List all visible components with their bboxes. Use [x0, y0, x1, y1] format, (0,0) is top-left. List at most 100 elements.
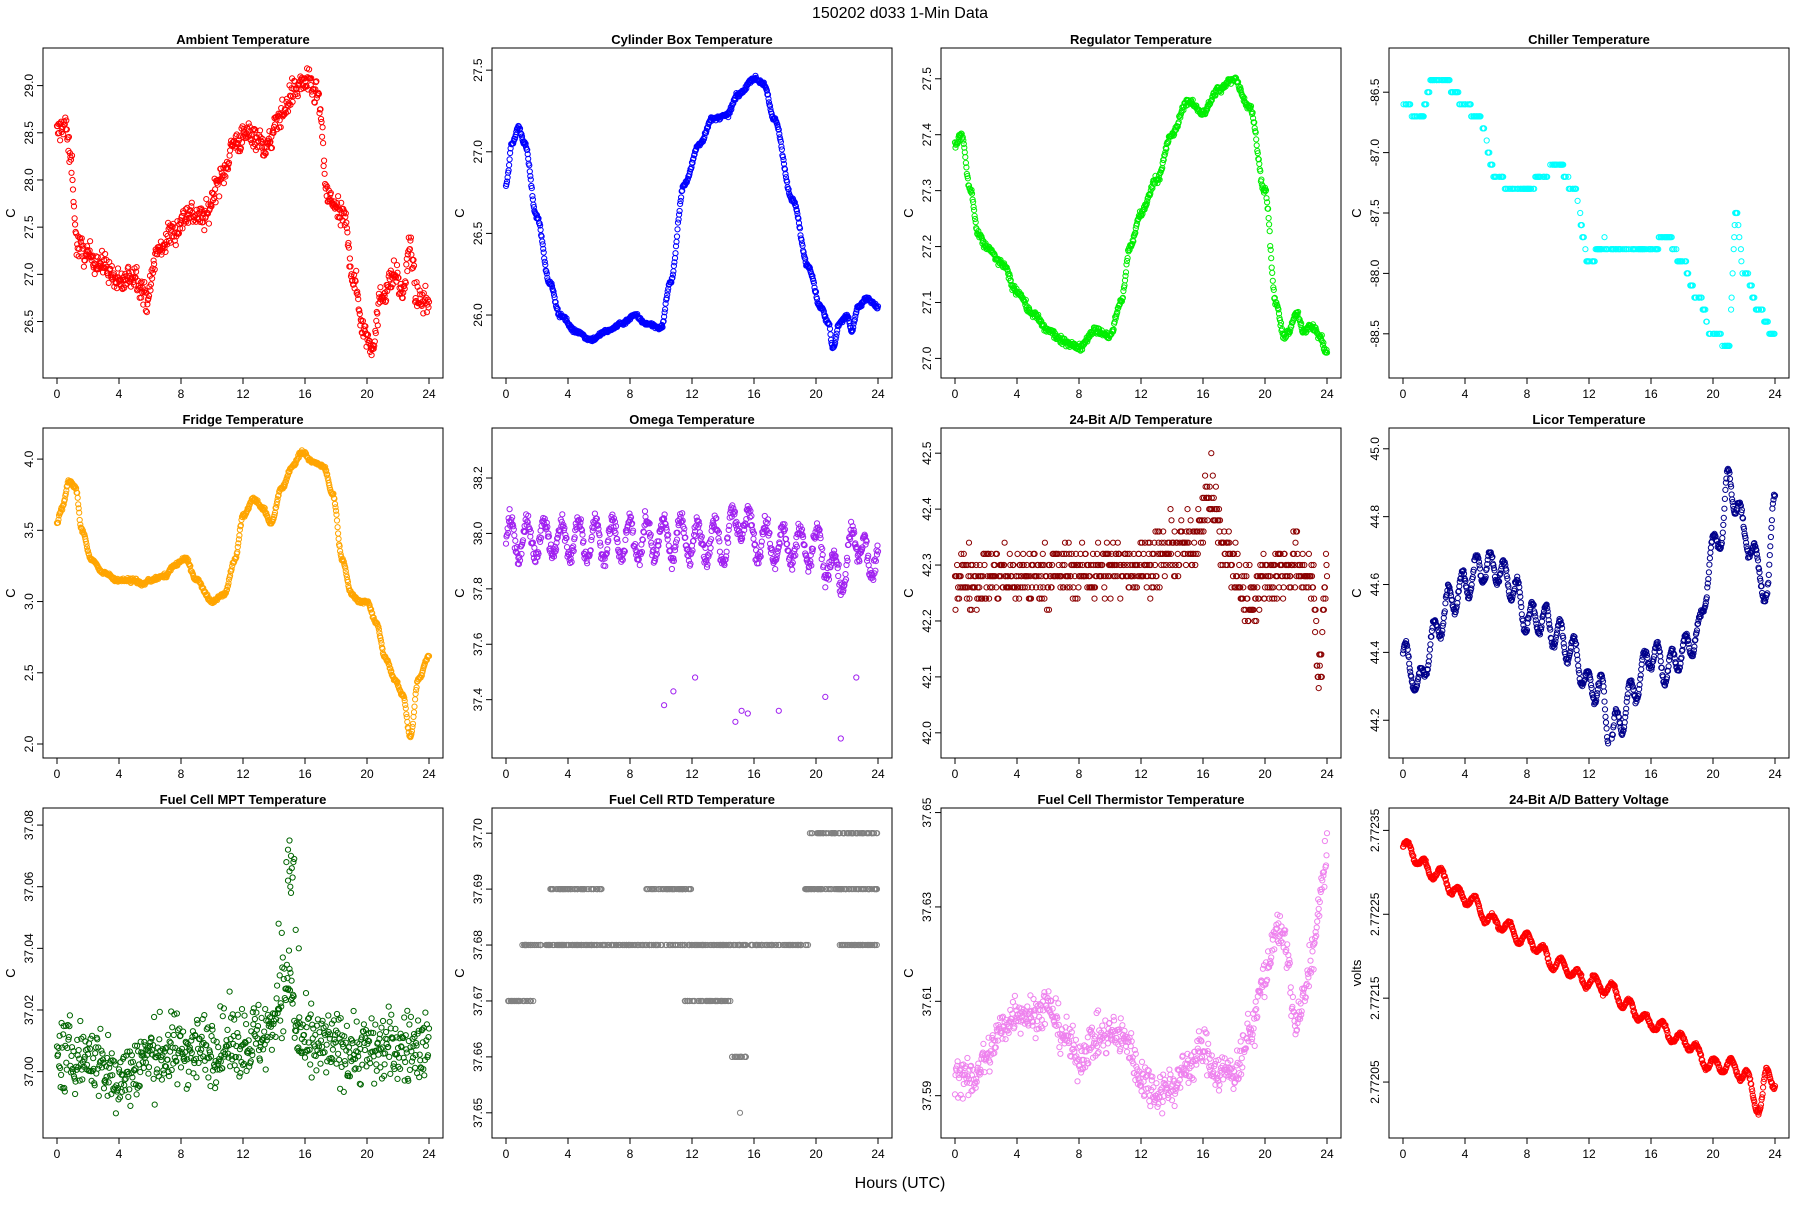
- data-point: [320, 134, 325, 139]
- x-tick-label: 12: [685, 767, 699, 781]
- data-point: [751, 536, 756, 541]
- data-point: [1602, 235, 1607, 240]
- data-point: [1736, 223, 1741, 228]
- panel-title: Omega Temperature: [629, 412, 754, 427]
- data-point: [511, 527, 516, 532]
- x-tick-label: 0: [1400, 387, 1407, 401]
- data-point: [507, 157, 512, 162]
- x-tick-label: 8: [178, 767, 185, 781]
- data-point: [733, 719, 738, 724]
- data-point: [1102, 585, 1107, 590]
- y-tick-label: 27.3: [920, 179, 934, 203]
- data-point: [1267, 222, 1272, 227]
- data-point: [1144, 585, 1149, 590]
- data-point: [615, 540, 620, 545]
- data-point: [1002, 540, 1007, 545]
- data-point: [322, 171, 327, 176]
- data-point: [1268, 247, 1273, 252]
- y-tick-label: 27.0: [471, 140, 485, 164]
- x-tick-label: 24: [1320, 767, 1334, 781]
- x-tick-label: 24: [1768, 767, 1782, 781]
- data-point: [1233, 540, 1238, 545]
- data-point: [1203, 473, 1208, 478]
- y-tick-label: 45.0: [1368, 437, 1382, 461]
- data-point: [1306, 551, 1311, 556]
- data-point: [334, 518, 339, 523]
- x-tick-label: 0: [952, 767, 959, 781]
- data-point: [1168, 507, 1173, 512]
- data-point: [676, 217, 681, 222]
- x-tick-label: 4: [116, 767, 123, 781]
- data-point: [637, 563, 642, 568]
- plot-frame: [941, 428, 1341, 758]
- data-point: [677, 208, 682, 213]
- y-tick-label: 26.5: [22, 310, 36, 334]
- data-point: [1237, 562, 1242, 567]
- data-point: [204, 197, 209, 202]
- data-point: [1247, 562, 1252, 567]
- y-tick-label: 27.0: [920, 346, 934, 370]
- x-tick-label: 4: [1014, 767, 1021, 781]
- figure-title: 150202 d033 1-Min Data: [812, 5, 988, 22]
- panel-title: Ambient Temperature: [176, 32, 309, 47]
- data-point: [1148, 596, 1153, 601]
- data-point: [1017, 596, 1022, 601]
- x-tick-label: 16: [1196, 387, 1210, 401]
- x-tick-label: 24: [422, 767, 436, 781]
- data-point: [72, 216, 77, 221]
- x-tick-label: 24: [1320, 387, 1334, 401]
- data-point: [163, 249, 168, 254]
- x-tick-label: 20: [1258, 387, 1272, 401]
- data-point: [1118, 596, 1123, 601]
- x-tick-label: 16: [1644, 767, 1658, 781]
- data-point: [1021, 551, 1026, 556]
- data-point: [560, 512, 565, 517]
- data-point: [1209, 451, 1214, 456]
- plot-frame: [43, 428, 443, 758]
- data-point: [717, 549, 722, 554]
- x-tick-label: 20: [809, 387, 823, 401]
- x-tick-label: 20: [360, 387, 374, 401]
- data-point: [1270, 278, 1275, 283]
- plot-frame: [43, 48, 443, 378]
- data-point: [674, 234, 679, 239]
- y-tick-label: 42.4: [920, 497, 934, 521]
- panel-title: Licor Temperature: [1532, 412, 1645, 427]
- y-tick-label: 26.0: [471, 303, 485, 327]
- data-point: [1314, 618, 1319, 623]
- data-point: [75, 495, 80, 500]
- data-point: [394, 263, 399, 268]
- y-tick-label: 42.1: [920, 665, 934, 689]
- y-tick-label: 37.8: [471, 577, 485, 601]
- data-point: [99, 248, 104, 253]
- data-point: [1185, 507, 1190, 512]
- data-point: [1281, 596, 1286, 601]
- x-tick-label: 0: [952, 387, 959, 401]
- data-point: [564, 545, 569, 550]
- x-tick-label: 8: [1076, 767, 1083, 781]
- y-tick-label: 2.5: [22, 664, 36, 681]
- data-point: [1179, 518, 1184, 523]
- data-point: [838, 736, 843, 741]
- data-point: [1269, 256, 1274, 261]
- data-point: [73, 222, 78, 227]
- y-tick-label: -88.5: [1368, 320, 1382, 348]
- y-tick-label: 42.2: [920, 609, 934, 633]
- data-point: [1102, 596, 1107, 601]
- plot-frame: [492, 48, 892, 378]
- y-tick-label: -87.0: [1368, 139, 1382, 167]
- data-point: [70, 187, 75, 192]
- y-axis-label: C: [3, 588, 18, 597]
- x-tick-label: 16: [747, 387, 761, 401]
- data-point: [1261, 551, 1266, 556]
- data-points: [54, 448, 431, 740]
- data-point: [693, 675, 698, 680]
- data-point: [69, 170, 74, 175]
- data-point: [773, 567, 778, 572]
- data-point: [745, 711, 750, 716]
- data-point: [81, 264, 86, 269]
- data-point: [1267, 229, 1272, 234]
- y-tick-label: 27.5: [22, 215, 36, 239]
